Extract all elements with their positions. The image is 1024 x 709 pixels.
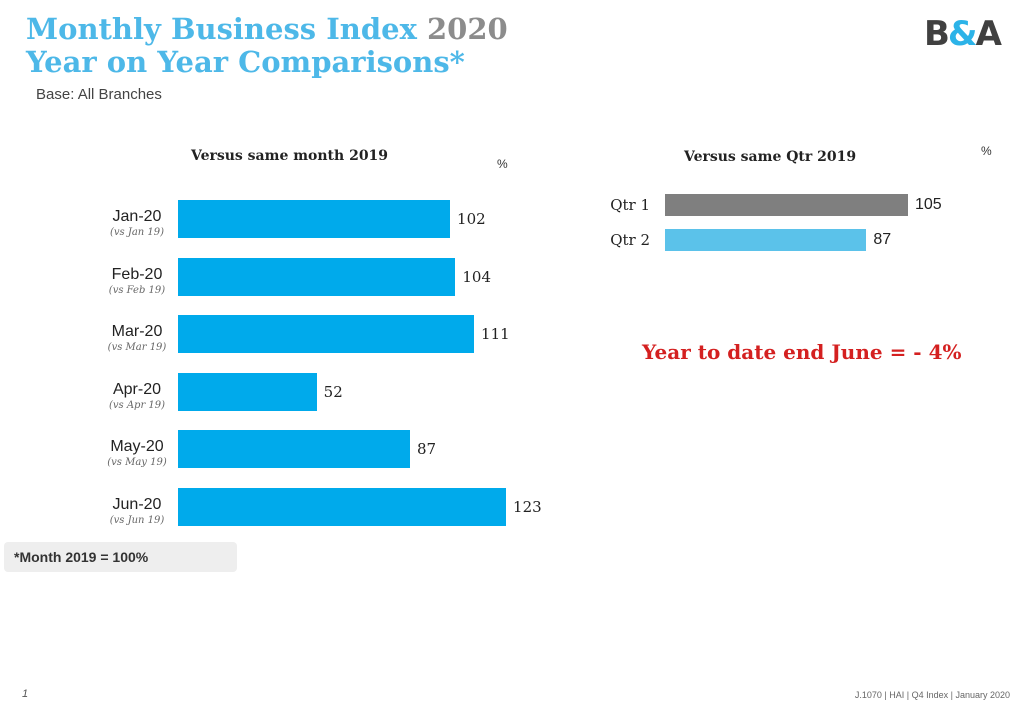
monthly-category: Mar-20 (vs Mar 19) xyxy=(62,323,212,355)
monthly-category: Apr-20 (vs Apr 19) xyxy=(62,381,212,413)
monthly-category-label: Feb-20 xyxy=(111,265,163,283)
monthly-category-sublabel: (vs Jun 19) xyxy=(109,515,165,526)
page-title: Monthly Business Index 2020 xyxy=(26,12,508,46)
quarterly-chart-title: Versus same Qtr 2019 xyxy=(684,149,857,165)
monthly-category-label: Mar-20 xyxy=(111,323,163,341)
monthly-bar xyxy=(178,315,475,354)
monthly-category-sublabel: (vs Mar 19) xyxy=(107,342,167,354)
monthly-category: May-20 (vs May 19) xyxy=(62,438,212,470)
monthly-category: Jun-20 (vs Jun 19) xyxy=(62,496,212,528)
title-main: Monthly Business Index xyxy=(26,12,417,46)
monthly-category-label: May-20 xyxy=(110,438,164,456)
monthly-bar xyxy=(178,488,507,526)
monthly-chart-title: Versus same month 2019 xyxy=(191,148,389,164)
footer-reference: J.1070 | HAI | Q4 Index | January 2020 xyxy=(854,690,1010,700)
page-subtitle: Year on Year Comparisons* xyxy=(26,45,465,79)
quarterly-bar xyxy=(665,194,908,216)
footnote-box: *Month 2019 = 100% xyxy=(4,542,237,572)
monthly-category-sublabel: (vs Jan 19) xyxy=(109,227,165,238)
monthly-bar xyxy=(178,372,317,411)
quarterly-category-label: Qtr 1 xyxy=(610,196,650,214)
quarterly-category-label: Qtr 2 xyxy=(610,231,650,249)
monthly-bar xyxy=(178,430,411,469)
quarterly-bar xyxy=(665,229,867,251)
monthly-category-label: Jan-20 xyxy=(112,208,162,225)
title-year: 2020 xyxy=(426,12,508,46)
monthly-bar xyxy=(178,200,451,238)
monthly-category-sublabel: (vs Feb 19) xyxy=(108,284,166,296)
base-label: Base: All Branches xyxy=(36,86,162,103)
monthly-value-label: 102 xyxy=(457,210,486,228)
monthly-category-sublabel: (vs Apr 19) xyxy=(108,399,166,411)
monthly-chart-unit: % xyxy=(497,157,508,171)
quarterly-value-label: 87 xyxy=(873,231,892,248)
monthly-category-label: Jun-20 xyxy=(112,496,162,513)
monthly-value-label: 111 xyxy=(481,325,510,344)
ytd-summary: Year to date end June = - 4% xyxy=(642,340,962,364)
company-logo: B&A xyxy=(924,14,1002,54)
monthly-bar xyxy=(178,257,456,296)
monthly-value-label: 123 xyxy=(513,498,542,516)
monthly-value-label: 104 xyxy=(462,267,491,286)
monthly-value-label: 87 xyxy=(417,440,437,459)
monthly-category: Feb-20 (vs Feb 19) xyxy=(62,266,212,298)
monthly-category-sublabel: (vs May 19) xyxy=(107,457,167,469)
monthly-category-label: Apr-20 xyxy=(112,380,162,398)
monthly-category: Jan-20 (vs Jan 19) xyxy=(62,208,212,240)
monthly-value-label: 52 xyxy=(323,382,343,401)
quarterly-value-label: 105 xyxy=(914,196,942,213)
quarterly-chart-unit: % xyxy=(981,144,992,158)
page-number: 1 xyxy=(22,688,29,700)
